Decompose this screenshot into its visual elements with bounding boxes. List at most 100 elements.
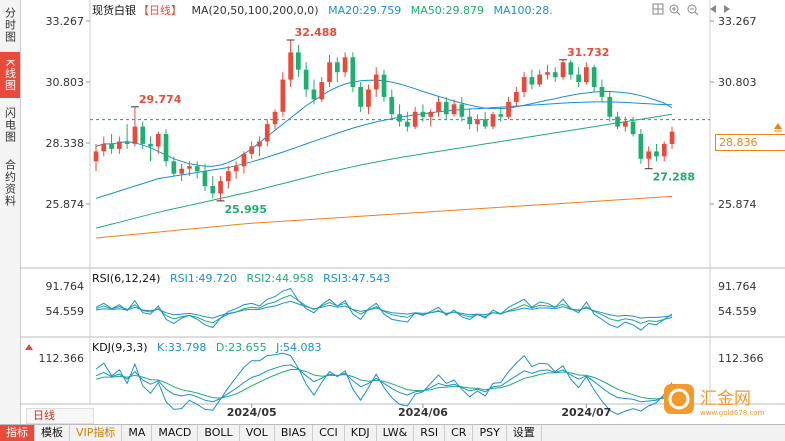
tab-kdj[interactable]: KDJ [345,425,377,441]
candle-body [319,82,325,100]
candle-body [584,67,589,83]
candle-body [552,72,558,78]
price-alert-icon[interactable] [773,122,783,132]
candle-body [576,74,581,82]
candle-body [358,87,363,107]
kdj-collapse-icon[interactable] [24,342,34,352]
tab-lwr[interactable]: LW& [377,425,415,441]
candle-body [155,134,161,147]
extreme-label: 29.774 [139,93,182,106]
x-tick-label: 2024/05 [227,406,277,419]
candle-body [311,89,317,100]
tab-ma[interactable]: MA [122,425,153,441]
tab-vol[interactable]: VOL [240,425,275,441]
kdj-legend: KDJ(9,3,3) K:33.798 D:23.655 J:54.083 [92,341,328,354]
candle-body [132,126,138,144]
instrument-title: 现货白银 [92,4,136,17]
candle-body [630,121,636,135]
arrow-left-icon[interactable] [710,5,716,13]
tab-kline[interactable]: K线图 [0,52,20,98]
extreme-label: 27.288 [653,171,695,184]
grid-icon[interactable] [652,3,664,15]
kdj-j-line [95,352,673,415]
candle-body [514,92,519,102]
candle-body [218,181,223,194]
kdj-tick-label: 112.366 [39,352,85,365]
tab-contract-info[interactable]: 合约资料 [0,152,20,214]
price-tick-label: 33.267 [46,15,85,28]
candle-body [490,114,496,127]
tab-psy[interactable]: PSY [473,425,507,441]
kline-chart[interactable]: 33.267 30.803 28.338 25.874 33.267 30.803 25.8… [0,0,785,424]
candle-body [342,57,348,73]
rsi-legend: RSI(6,12,24) RSI1:49.720 RSI2:44.958 RSI… [92,272,396,285]
tab-indicators[interactable]: 指标 [0,425,35,441]
candle-body [654,151,659,157]
extreme-label: 31.732 [567,46,609,59]
candle-body [412,111,418,127]
price-right-tick-label: 33.267 [718,15,757,28]
candle-body [194,166,200,172]
price-tick-label: 28.338 [46,137,85,150]
candle-body [599,87,605,97]
extreme-label: 25.995 [225,203,267,216]
candle-body [591,67,597,87]
candle-body [568,62,574,75]
kdj-title: KDJ(9,3,3) [92,341,148,354]
candle-body [148,143,153,147]
candle-body [93,151,99,162]
tab-template[interactable]: 模板 [35,425,70,441]
tab-cr[interactable]: CR [445,425,474,441]
ma100-legend: MA100:28. [493,4,553,17]
ma50-line [95,101,673,199]
arrow-right-icon[interactable] [724,5,730,13]
candle-body [350,57,356,87]
rsi3-value: RSI3:47.543 [323,272,391,285]
candle-body [171,161,177,174]
tab-rsi[interactable]: RSI [414,425,446,441]
rsi-right-tick-label: 54.559 [718,305,757,318]
period-tag: 【日线】 [138,4,182,17]
price-right-tick-label: 25.874 [718,198,757,211]
candle-body [451,104,457,115]
ma200-line [95,195,673,239]
watermark-logo: 汇金网 www.gold678.com [660,380,776,420]
candle-body [436,101,441,112]
tab-macd[interactable]: MACD [152,425,199,441]
tab-boll[interactable]: BOLL [198,425,240,441]
rsi1-value: RSI1:49.720 [169,272,238,285]
period-selector[interactable]: 日线 [26,408,94,424]
candle-body [303,69,309,90]
rsi-right-tick-label: 91.764 [718,280,757,293]
tab-settings[interactable]: 设置 [507,425,542,441]
candle-body [272,111,278,125]
candle-body [623,121,628,127]
tab-timeshare-label: 分时图 [3,7,17,43]
price-right-tick-label: 30.803 [718,76,757,89]
candle-body [101,143,107,152]
zoom-in-icon[interactable] [669,4,681,16]
tab-bias[interactable]: BIAS [275,425,314,441]
candle-body [140,126,146,144]
candle-body [117,141,122,149]
kdj-k-line [95,364,673,403]
candle-body [288,52,293,80]
rsi-tick-label: 54.559 [46,305,85,318]
candle-body [661,143,667,157]
zoom-out-icon[interactable] [687,4,699,16]
tab-cci[interactable]: CCI [313,425,345,441]
tab-flash[interactable]: 闪电图 [0,102,20,148]
candle-body [529,77,535,85]
candle-body [381,74,387,97]
tab-vip-indicators[interactable]: VIP指标 [70,425,123,441]
price-tick-label: 25.874 [46,198,85,211]
candle-body [202,171,208,187]
candle-body [615,116,620,127]
rsi2-value: RSI2:44.958 [246,272,314,285]
candle-body [545,72,550,75]
candle-body [187,166,192,169]
candle-body [521,77,527,92]
kdj-k-value: K:33.798 [157,341,207,354]
candle-body [257,141,262,147]
tab-timeshare[interactable]: 分时图 [0,2,20,48]
